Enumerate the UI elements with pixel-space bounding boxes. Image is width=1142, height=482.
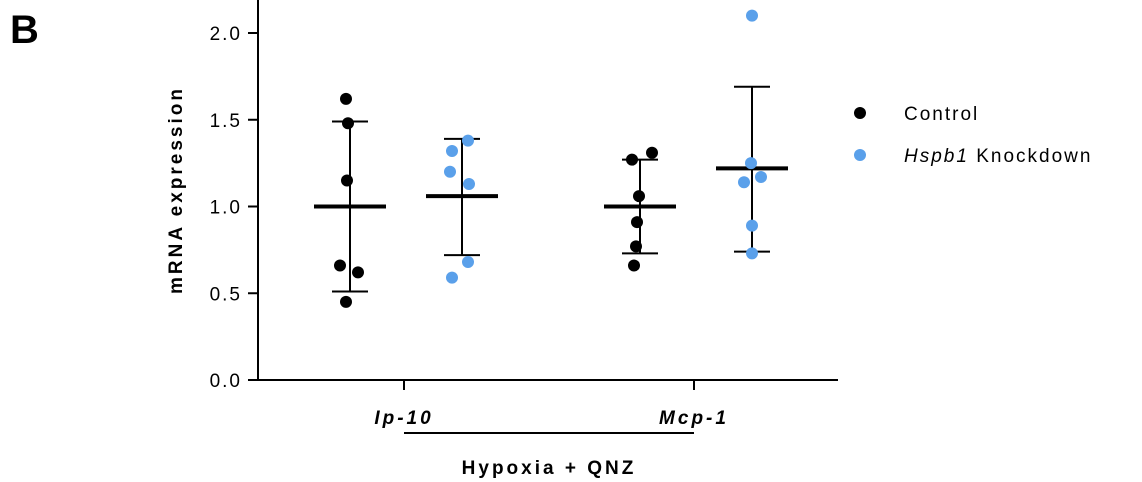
x-axis-title: Hypoxia + QNZ bbox=[462, 458, 637, 479]
legend-label: Control bbox=[904, 104, 979, 125]
data-point bbox=[462, 134, 474, 147]
legend-marker bbox=[854, 107, 866, 119]
y-tick-label: 0.5 bbox=[210, 284, 242, 305]
point-group bbox=[314, 92, 386, 308]
data-point bbox=[340, 295, 352, 308]
data-point bbox=[462, 256, 474, 269]
data-point bbox=[628, 259, 640, 272]
data-point bbox=[746, 219, 758, 232]
data-point bbox=[755, 171, 767, 184]
y-tick-label: 1.5 bbox=[210, 111, 242, 132]
data-point bbox=[446, 271, 458, 284]
axes bbox=[257, 0, 838, 381]
y-tick-label: 2.0 bbox=[210, 24, 242, 45]
y-tick-label: 1.0 bbox=[210, 198, 242, 219]
data-point bbox=[463, 177, 475, 190]
legend: Control Hspb1 Knockdown bbox=[854, 104, 1092, 167]
x-category-label: Ip-10 bbox=[374, 408, 433, 429]
point-group bbox=[604, 146, 676, 272]
y-tick-label: 0.0 bbox=[210, 371, 242, 392]
legend-marker bbox=[854, 149, 866, 161]
data-point bbox=[631, 216, 643, 229]
data-point bbox=[746, 247, 758, 260]
legend-label: Hspb1 Knockdown bbox=[904, 146, 1092, 167]
data-point bbox=[646, 146, 658, 159]
x-category-label: Mcp-1 bbox=[659, 408, 729, 429]
data-point bbox=[334, 259, 346, 272]
data-point bbox=[352, 266, 364, 279]
data-point bbox=[341, 174, 353, 187]
data-point bbox=[626, 153, 638, 166]
data-point bbox=[342, 117, 354, 130]
point-group bbox=[426, 134, 498, 284]
data-marks bbox=[314, 9, 788, 308]
data-point bbox=[630, 240, 642, 253]
data-point bbox=[738, 176, 750, 189]
data-point bbox=[633, 190, 645, 203]
data-point bbox=[746, 9, 758, 22]
x-ticks: Ip-10 Mcp-1 bbox=[374, 380, 729, 429]
data-point bbox=[340, 92, 352, 105]
data-point bbox=[446, 144, 458, 157]
point-group bbox=[716, 9, 788, 260]
data-point bbox=[745, 157, 757, 170]
panel-letter: B bbox=[10, 8, 39, 52]
y-axis-title: mRNA expression bbox=[166, 86, 187, 294]
data-point bbox=[444, 165, 456, 178]
y-ticks: 0.0 0.5 1.0 1.5 2.0 bbox=[210, 24, 258, 392]
